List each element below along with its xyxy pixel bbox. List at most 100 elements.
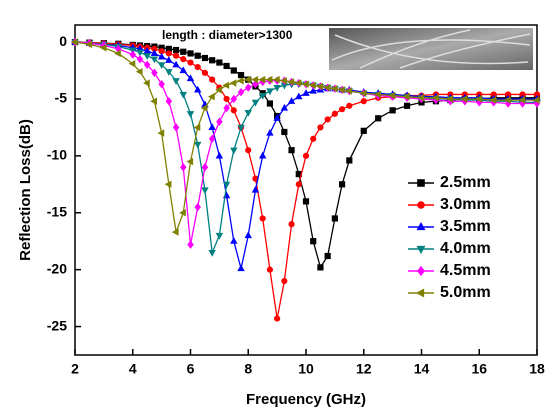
data-point [194, 52, 201, 59]
data-point [403, 102, 411, 109]
data-point [294, 79, 302, 87]
data-point [346, 102, 353, 109]
data-point [201, 163, 209, 172]
data-point [360, 127, 367, 134]
data-point [172, 78, 180, 85]
data-point [236, 77, 244, 85]
data-point [150, 56, 159, 64]
x-tick-label: 6 [187, 361, 195, 377]
data-point [273, 114, 281, 121]
legend-label: 4.0mm [440, 240, 491, 257]
data-point [446, 95, 453, 103]
data-point [518, 96, 526, 104]
data-point [136, 49, 144, 57]
data-point [331, 110, 338, 117]
data-point [180, 56, 187, 63]
data-point [216, 59, 223, 66]
data-point [258, 92, 267, 100]
data-point [280, 103, 289, 111]
data-point [215, 232, 224, 240]
data-point [431, 94, 439, 102]
legend-label: 3.0mm [440, 196, 491, 213]
data-point [209, 57, 216, 64]
data-point [273, 85, 281, 92]
data-point [360, 98, 367, 105]
legend-label: 4.5mm [440, 262, 491, 279]
data-point [194, 141, 202, 149]
legend-marker [416, 222, 426, 231]
data-point [200, 104, 208, 112]
data-point [143, 60, 151, 70]
data-point [417, 94, 425, 102]
data-point [237, 124, 245, 132]
data-point [288, 147, 295, 154]
legend-marker [416, 245, 426, 254]
y-tick-label: 0 [59, 33, 67, 49]
data-point [187, 59, 194, 66]
data-point [229, 79, 237, 87]
data-point [223, 103, 230, 113]
data-point [136, 54, 144, 64]
legend-marker [417, 179, 425, 187]
data-point [201, 54, 209, 62]
data-point [288, 221, 295, 228]
data-point [475, 95, 482, 103]
data-point [180, 163, 187, 172]
data-point [222, 81, 230, 90]
data-point [244, 110, 252, 117]
data-point [157, 62, 166, 69]
data-point [317, 124, 324, 131]
data-point [157, 129, 165, 137]
data-point [171, 228, 179, 236]
data-point [193, 123, 201, 132]
x-tick-label: 8 [244, 361, 252, 377]
data-point [172, 60, 180, 68]
data-point [179, 209, 186, 217]
data-point [503, 96, 511, 104]
data-point [345, 87, 352, 95]
data-point [172, 46, 180, 54]
y-tick-label: -10 [47, 147, 67, 163]
data-point [208, 134, 216, 143]
data-point [309, 81, 316, 90]
data-point [281, 128, 288, 136]
data-point [324, 252, 331, 260]
legend-label: 5.0mm [440, 284, 491, 301]
x-tick-label: 18 [529, 361, 545, 377]
data-point [280, 77, 287, 85]
data-point [128, 59, 136, 68]
data-point [272, 75, 280, 84]
x-axis-label: Frequency (GHz) [246, 391, 366, 408]
data-point [172, 123, 180, 132]
data-point [295, 92, 303, 100]
data-point [201, 69, 209, 76]
data-point [114, 49, 121, 58]
x-tick-label: 2 [71, 361, 79, 377]
data-point [374, 90, 381, 99]
data-point [143, 53, 151, 60]
data-point [287, 97, 296, 104]
data-point [346, 157, 353, 164]
data-point [251, 185, 260, 193]
data-point [301, 80, 309, 88]
data-point [316, 82, 324, 91]
y-axis-label: Reflection Loss(dB) [17, 119, 34, 261]
data-point [532, 96, 540, 104]
data-point [237, 87, 245, 97]
data-point [165, 50, 172, 57]
data-point [244, 75, 251, 84]
data-point [230, 237, 238, 244]
data-point [259, 215, 266, 222]
data-point [302, 152, 310, 159]
data-point [223, 95, 230, 103]
data-point [302, 89, 310, 96]
data-point [265, 75, 273, 84]
data-point [237, 264, 245, 272]
data-point [216, 117, 223, 126]
legend-marker [417, 201, 425, 209]
data-point [266, 100, 274, 107]
x-tick-label: 12 [356, 361, 372, 377]
data-point [389, 107, 396, 114]
data-point [302, 198, 310, 205]
data-point [287, 78, 295, 86]
